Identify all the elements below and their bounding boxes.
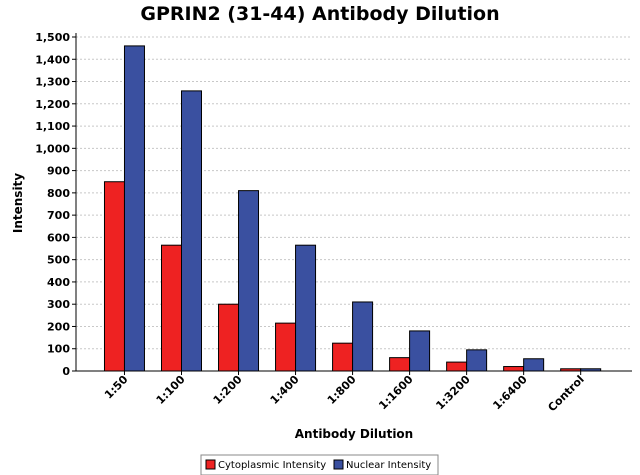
y-tick-label: 500: [47, 254, 70, 267]
y-tick-label: 200: [47, 320, 70, 333]
x-tick-label: Control: [545, 373, 586, 414]
x-tick-label: 1:1600: [376, 373, 416, 413]
x-axis-ticks: 1:50 1:100 1:200 1:400 1:800 1:1600 1:3200 1:64…: [102, 371, 587, 414]
y-tick-label: 900: [47, 165, 70, 178]
x-tick-label: 1:800: [325, 373, 359, 407]
bar-nuclear-0: [123, 45, 145, 372]
bar-nuclear-1: [180, 90, 202, 372]
x-axis-title: Antibody Dilution: [295, 427, 413, 441]
y-axis-ticks: 0 100 200 300 400 500 600 700 800 900 1,000 1,100 1,…: [35, 31, 76, 378]
y-tick-label: 1,200: [35, 98, 70, 111]
bar-nuclear-4: [352, 301, 374, 372]
y-tick-label: 1,100: [35, 120, 70, 133]
bar-cytoplasmic-1: [160, 244, 182, 372]
y-tick-label: 700: [47, 209, 70, 222]
x-tick-label: 1:200: [211, 373, 245, 407]
bar-cytoplasmic-7: [503, 366, 525, 372]
y-tick-label: 0: [62, 365, 70, 378]
bar-cytoplasmic-3: [275, 322, 297, 372]
legend-swatch-cytoplasmic: [205, 459, 216, 470]
bar-nuclear-5: [409, 330, 431, 372]
legend-label-nuclear: Nuclear Intensity: [346, 460, 431, 471]
bar-nuclear-3: [295, 244, 317, 372]
chart-title: GPRIN2 (31-44) Antibody Dilution: [140, 3, 499, 25]
x-tick-label: 1:100: [154, 373, 188, 407]
x-tick-label: 1:400: [268, 373, 302, 407]
bar-cytoplasmic-6: [446, 361, 468, 372]
y-tick-label: 1,000: [35, 142, 70, 155]
bar-cytoplasmic-4: [332, 342, 354, 372]
axes: [75, 33, 632, 372]
bar-nuclear-2: [238, 190, 260, 372]
y-tick-label: 600: [47, 231, 70, 244]
bar-nuclear-6: [466, 349, 488, 372]
y-tick-label: 100: [47, 343, 70, 356]
y-tick-label: 1,500: [35, 31, 70, 44]
x-tick-label: 1:50: [102, 373, 131, 402]
y-tick-label: 1,400: [35, 53, 70, 66]
legend-label-cytoplasmic: Cytoplasmic Intensity: [218, 460, 326, 471]
y-tick-label: 400: [47, 276, 70, 289]
legend: Cytoplasmic Intensity Nuclear Intensity: [200, 454, 439, 475]
x-tick-label: 1:3200: [433, 373, 473, 413]
bar-cytoplasmic-2: [218, 303, 240, 372]
y-tick-label: 800: [47, 187, 70, 200]
y-tick-label: 300: [47, 298, 70, 311]
legend-frame: [200, 454, 439, 475]
bar-cytoplasmic-0: [103, 181, 125, 372]
x-tick-label: 1:6400: [490, 373, 530, 413]
y-tick-label: 1,300: [35, 76, 70, 89]
y-axis-title: Intensity: [11, 173, 25, 233]
bars: [103, 45, 602, 372]
bar-nuclear-7: [523, 358, 545, 372]
bar-cytoplasmic-5: [389, 357, 411, 372]
legend-swatch-nuclear: [333, 459, 344, 470]
